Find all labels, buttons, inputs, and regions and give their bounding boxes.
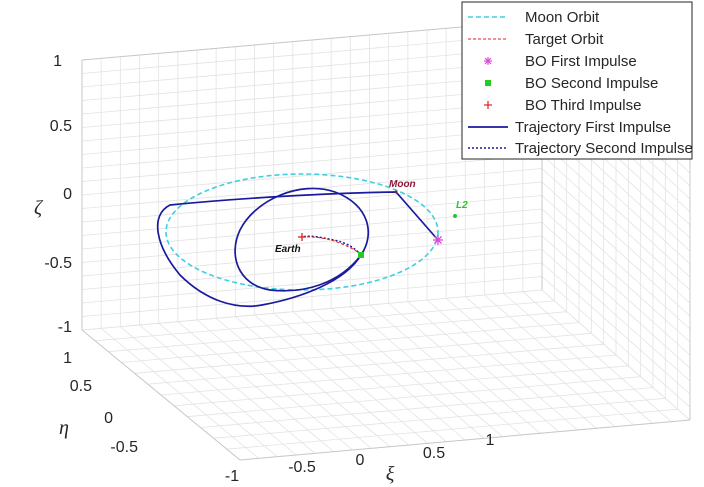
- floor-gridline: [503, 293, 653, 424]
- floor-gridline: [330, 308, 485, 439]
- legend-swatch-bo-first: [484, 57, 492, 65]
- floor-gridline: [177, 321, 335, 452]
- z-tick-label: 0.5: [50, 118, 72, 135]
- floor-gridline: [196, 319, 353, 451]
- z-tick-label: 1: [53, 53, 62, 70]
- legend-label-moon-orbit: Moon Orbit: [525, 9, 600, 26]
- trajectory-second-impulse-line: [301, 235, 362, 256]
- x-tick-label: 0.5: [423, 445, 445, 462]
- l2-annotation: L2: [456, 200, 468, 211]
- floor-gridline: [369, 304, 522, 436]
- legend-label-traj-second: Trajectory Second Impulse: [515, 140, 693, 157]
- legend: Moon Orbit Target Orbit BO First Impulse…: [461, 1, 693, 160]
- legend-label-target-orbit: Target Orbit: [525, 31, 604, 48]
- moon-point: [394, 190, 398, 194]
- floor-gridline: [350, 306, 503, 437]
- legend-label-bo-second: BO Second Impulse: [525, 75, 658, 92]
- z-axis-label: ζ: [34, 197, 44, 219]
- floor-gridline: [273, 313, 428, 444]
- x-tick-label: 0: [356, 452, 365, 469]
- x-tick-label: -1: [225, 468, 239, 485]
- axis-edge: [239, 419, 691, 461]
- legend-swatch-bo-second: [485, 80, 491, 86]
- z-tick-label: 0: [63, 186, 72, 203]
- x-axis-label: ξ: [386, 463, 395, 485]
- y-axis-ticks: 1 0.5 0 -0.5: [63, 350, 138, 456]
- floor-gridline: [407, 301, 560, 432]
- trajectory-inner-loop-line: [234, 187, 370, 292]
- y-tick-label: 1: [63, 350, 72, 367]
- bo-third-impulse-marker: [298, 233, 306, 241]
- l2-point: [453, 214, 457, 218]
- bo-first-impulse-marker: [433, 235, 443, 245]
- axis-edge: [81, 329, 241, 461]
- legend-swatch-bo-third: [484, 101, 492, 109]
- floor-gridline: [541, 289, 691, 421]
- floor-gridline: [311, 309, 466, 441]
- target-orbit-line: [301, 236, 359, 253]
- moon-annotation: Moon: [389, 179, 416, 190]
- floor-gridline: [292, 311, 447, 442]
- x-tick-label: -0.5: [288, 459, 316, 476]
- floor-gridline: [426, 299, 578, 431]
- floor-gridline: [235, 316, 391, 447]
- legend-label-bo-first: BO First Impulse: [525, 53, 637, 70]
- x-tick-label: 1: [486, 432, 495, 449]
- z-tick-label: -1: [58, 319, 72, 336]
- y-tick-label: 0: [104, 410, 113, 427]
- floor-gridline: [445, 298, 597, 429]
- floor-gridline: [100, 328, 260, 459]
- legend-box: [461, 1, 693, 160]
- earth-annotation: Earth: [275, 244, 301, 255]
- y-tick-label: -0.5: [110, 439, 138, 456]
- floor-gridline: [120, 326, 278, 457]
- floor-gridline: [465, 296, 616, 427]
- plot-marks: Moon L2 Earth: [156, 173, 468, 308]
- x-axis-ticks: -1 -0.5 0 0.5 1: [225, 432, 495, 485]
- legend-label-bo-third: BO Third Impulse: [525, 97, 641, 114]
- floor-gridline: [215, 318, 372, 449]
- bo-second-impulse-marker: [358, 252, 364, 258]
- z-axis-ticks: 1 0.5 0 -0.5 -1: [44, 53, 72, 336]
- floor-gridline: [139, 324, 297, 456]
- floor-gridline: [254, 314, 410, 446]
- y-axis-label: η: [59, 417, 69, 439]
- z-tick-label: -0.5: [44, 255, 72, 272]
- y-tick-label: 0.5: [70, 378, 92, 395]
- moon-orbit-line: [165, 173, 439, 291]
- floor-gridline: [388, 303, 541, 434]
- floor-gridline: [522, 291, 672, 422]
- floor-gridline: [158, 323, 316, 454]
- floor-gridline: [484, 294, 635, 426]
- trajectory-first-impulse-line: [156, 191, 439, 308]
- legend-label-traj-first: Trajectory First Impulse: [515, 119, 671, 136]
